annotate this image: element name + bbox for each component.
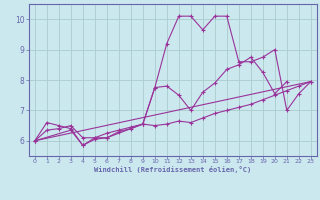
X-axis label: Windchill (Refroidissement éolien,°C): Windchill (Refroidissement éolien,°C)	[94, 166, 252, 173]
